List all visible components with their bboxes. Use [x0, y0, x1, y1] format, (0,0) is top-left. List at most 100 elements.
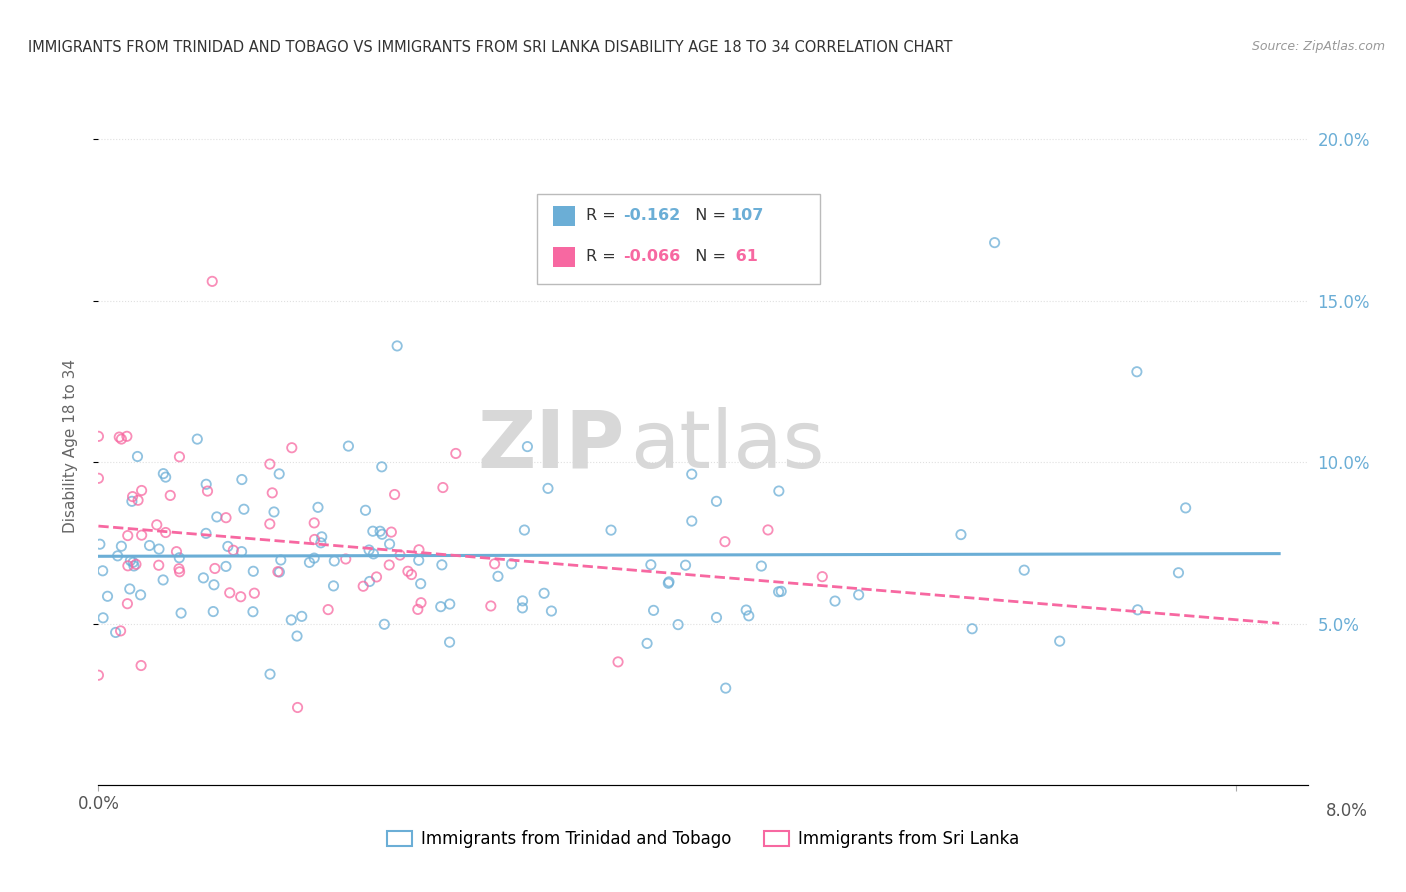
Point: [186, 432, 208, 446]
Point: [960, 622, 983, 636]
Point: [735, 603, 758, 617]
Point: [117, 597, 139, 611]
Point: [152, 573, 174, 587]
Point: [121, 490, 143, 504]
Text: N =: N =: [685, 250, 731, 264]
Point: [848, 588, 870, 602]
Point: [217, 540, 239, 554]
Point: [640, 558, 662, 572]
Point: [337, 439, 360, 453]
Point: [666, 617, 689, 632]
Point: [706, 494, 728, 508]
Point: [537, 481, 560, 495]
Point: [1126, 603, 1149, 617]
Point: [354, 503, 377, 517]
Point: [259, 667, 281, 681]
Point: [169, 450, 191, 464]
Point: [195, 477, 218, 491]
Text: 8.0%: 8.0%: [1326, 802, 1368, 820]
Point: [110, 432, 132, 446]
Point: [243, 586, 266, 600]
Point: [125, 558, 148, 572]
Point: [1174, 500, 1197, 515]
Point: [1012, 563, 1035, 577]
Legend: Immigrants from Trinidad and Tobago, Immigrants from Sri Lanka: Immigrants from Trinidad and Tobago, Imm…: [381, 823, 1025, 855]
Point: [91, 564, 114, 578]
Point: [269, 467, 291, 481]
Point: [439, 597, 461, 611]
Point: [408, 553, 430, 567]
Point: [770, 584, 793, 599]
Text: N =: N =: [685, 209, 731, 223]
Point: [768, 483, 790, 498]
Point: [323, 554, 346, 568]
Point: [657, 576, 679, 591]
Point: [120, 553, 142, 567]
Point: [269, 565, 291, 579]
Text: IMMIGRANTS FROM TRINIDAD AND TOBAGO VS IMMIGRANTS FROM SRI LANKA DISABILITY AGE : IMMIGRANTS FROM TRINIDAD AND TOBAGO VS I…: [28, 40, 953, 55]
Point: [169, 550, 191, 565]
Point: [378, 558, 401, 572]
Point: [309, 536, 332, 550]
Point: [486, 569, 509, 583]
Point: [768, 584, 790, 599]
Point: [361, 524, 384, 539]
Text: R =: R =: [586, 209, 626, 223]
Point: [215, 510, 238, 524]
Point: [408, 542, 430, 557]
Point: [287, 700, 309, 714]
Point: [110, 539, 132, 553]
Point: [155, 525, 177, 540]
Point: [322, 579, 344, 593]
Point: [479, 599, 502, 613]
Text: ZIP: ZIP: [477, 407, 624, 485]
Point: [429, 599, 451, 614]
Point: [1049, 634, 1071, 648]
Point: [166, 544, 188, 558]
Point: [148, 542, 170, 557]
Text: -0.162: -0.162: [623, 209, 681, 223]
Point: [1167, 566, 1189, 580]
Point: [263, 505, 285, 519]
Text: -0.066: -0.066: [623, 250, 681, 264]
Point: [202, 605, 225, 619]
Point: [302, 551, 325, 566]
Point: [335, 552, 357, 566]
Point: [751, 559, 773, 574]
Point: [280, 613, 302, 627]
Point: [1126, 365, 1149, 379]
Point: [242, 564, 264, 578]
Point: [131, 483, 153, 498]
Point: [242, 605, 264, 619]
Point: [371, 527, 394, 541]
Point: [714, 534, 737, 549]
Point: [218, 586, 240, 600]
Point: [430, 558, 453, 572]
Point: [512, 594, 534, 608]
Point: [516, 440, 538, 454]
Point: [432, 481, 454, 495]
Point: [122, 555, 145, 569]
Point: [378, 537, 401, 551]
Point: [121, 494, 143, 508]
Point: [406, 602, 429, 616]
Point: [316, 602, 339, 616]
Point: [129, 588, 152, 602]
Point: [388, 548, 411, 562]
Point: [371, 459, 394, 474]
Point: [127, 450, 149, 464]
Point: [359, 574, 381, 589]
Point: [681, 514, 703, 528]
Point: [285, 629, 308, 643]
Point: [714, 681, 737, 695]
Point: [117, 558, 139, 573]
Point: [127, 493, 149, 508]
Point: [195, 526, 218, 541]
Point: [267, 565, 290, 579]
Point: [409, 596, 432, 610]
Point: [281, 441, 304, 455]
Point: [302, 516, 325, 530]
Point: [232, 502, 254, 516]
Point: [89, 537, 111, 551]
Point: [658, 574, 681, 589]
